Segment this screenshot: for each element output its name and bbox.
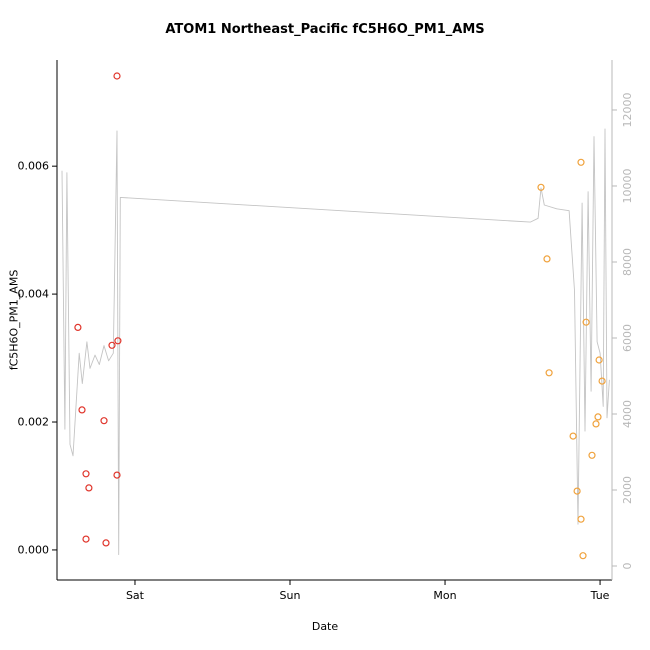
y-right-tick-label: 2000 (621, 476, 634, 504)
data-point (113, 471, 121, 479)
data-point (594, 413, 602, 421)
x-tick-label: Mon (433, 589, 456, 602)
x-tick-label: Sat (126, 589, 145, 602)
y-right-tick-label: 4000 (621, 400, 634, 428)
data-point (592, 420, 600, 428)
data-point (573, 487, 581, 495)
y-right-tick-label: 6000 (621, 324, 634, 352)
data-point (78, 406, 86, 414)
data-point (74, 323, 82, 331)
y-left-tick-label: 0.002 (18, 416, 50, 429)
data-point (85, 484, 93, 492)
data-point (537, 183, 545, 191)
data-point (545, 369, 553, 377)
chart-title: ATOM1 Northeast_Pacific fC5H6O_PM1_AMS (165, 22, 485, 37)
data-point (113, 72, 121, 80)
data-point (577, 158, 585, 166)
x-tick-label: Tue (590, 589, 610, 602)
y-left-tick-label: 0.000 (18, 543, 50, 556)
data-point (100, 417, 108, 425)
y-left-tick-label: 0.006 (18, 160, 50, 173)
data-point (579, 552, 587, 560)
data-point (102, 539, 110, 547)
y-right-tick-label: 10000 (621, 168, 634, 203)
data-point (114, 337, 122, 345)
track-line-line (61, 128, 610, 556)
y-right-tick-label: 0 (621, 563, 634, 570)
x-tick-label: Sun (280, 589, 301, 602)
data-point (588, 451, 596, 459)
y-left-tick-label: 0.004 (18, 288, 50, 301)
y-right-tick-label: 12000 (621, 92, 634, 127)
data-point (598, 377, 606, 385)
data-point (543, 255, 551, 263)
data-point (82, 535, 90, 543)
data-point (108, 341, 116, 349)
data-point (577, 515, 585, 523)
data-point (82, 470, 90, 478)
y-right-tick-label: 8000 (621, 248, 634, 276)
x-axis-label: Date (311, 620, 339, 633)
data-point (595, 356, 603, 364)
data-point (582, 318, 590, 326)
data-point (569, 432, 577, 440)
